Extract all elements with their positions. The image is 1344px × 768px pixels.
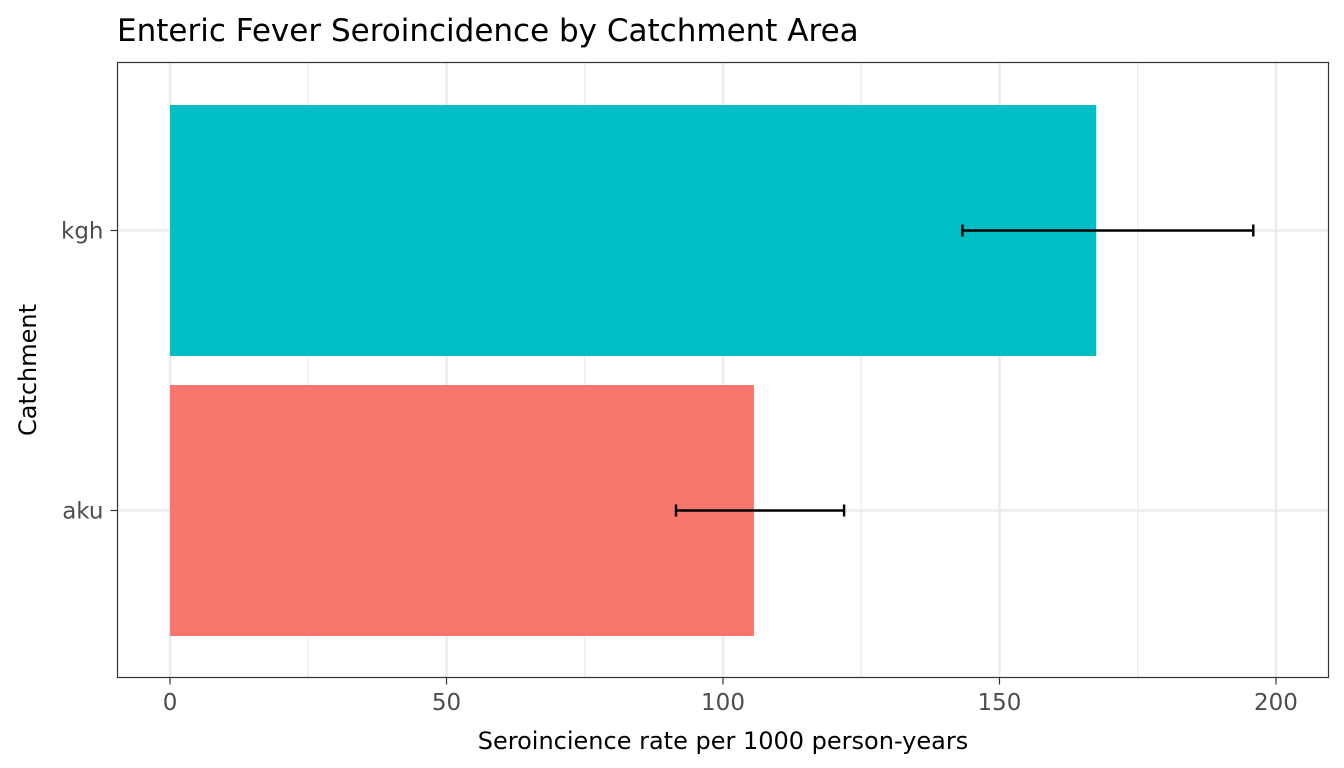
bar-kgh: [170, 105, 1097, 356]
x-tick-label-50: 50: [432, 690, 461, 716]
y-tick-label-aku: aku: [62, 499, 103, 525]
x-axis: 0 50 100 150 200: [163, 677, 1298, 716]
chart-title: Enteric Fever Seroincidence by Catchment…: [117, 13, 859, 49]
error-bar-aku: [674, 504, 846, 517]
y-axis-title: Catchment: [14, 304, 42, 436]
x-tick-label-0: 0: [163, 690, 178, 716]
errorbars-layer: [674, 224, 1255, 517]
x-tick-label-100: 100: [701, 690, 745, 716]
bar-aku: [170, 385, 754, 636]
y-tick-label-kgh: kgh: [61, 219, 104, 245]
x-tick-label-200: 200: [1254, 690, 1298, 716]
y-axis: aku kgh: [61, 219, 118, 525]
error-bar-kgh: [961, 224, 1255, 237]
bars-layer: [170, 105, 1097, 636]
x-tick-label-150: 150: [978, 690, 1022, 716]
x-axis-title: Seroincience rate per 1000 person-years: [478, 727, 968, 755]
